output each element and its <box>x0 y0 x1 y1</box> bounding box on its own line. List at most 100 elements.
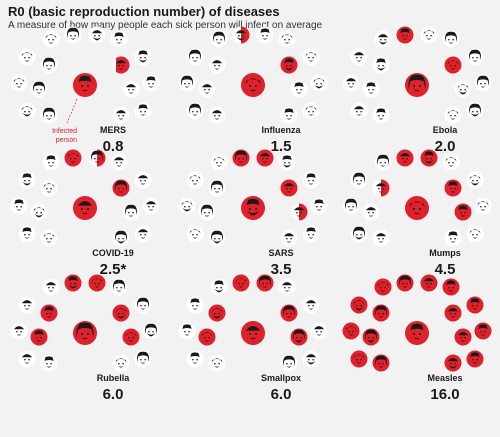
person-icon <box>278 153 296 171</box>
person-icon <box>256 149 274 167</box>
infected-person-icon <box>73 321 97 345</box>
person-icon <box>280 179 298 197</box>
person-icon <box>10 197 28 215</box>
r0-value: 0.8 <box>103 138 124 155</box>
person-icon <box>474 322 492 340</box>
person-icon <box>466 102 484 120</box>
person-icon <box>342 74 360 92</box>
person-icon <box>208 229 226 247</box>
person-icon <box>444 354 462 372</box>
person-icon <box>18 296 36 314</box>
person-icon <box>134 171 152 189</box>
disease-name: Influenza <box>261 125 301 135</box>
person-icon <box>372 304 390 322</box>
person-icon <box>208 304 226 322</box>
person-icon <box>474 74 492 92</box>
person-icon <box>122 80 140 98</box>
person-icon <box>112 229 130 247</box>
infected-person-icon <box>73 196 97 220</box>
person-icon <box>186 102 204 120</box>
person-icon <box>112 106 130 124</box>
person-icon <box>112 354 130 372</box>
person-icon <box>310 197 328 215</box>
disease-name: SARS <box>268 248 293 258</box>
disease-panel-influenza: Influenza 1.5 <box>178 26 328 155</box>
person-icon <box>372 56 390 74</box>
person-icon <box>142 322 160 340</box>
person-icon <box>310 74 328 92</box>
disease-panel-rubella: Rubella 6.0 <box>10 274 160 403</box>
r0-value: 1.5 <box>271 138 292 155</box>
person-icon <box>372 106 390 124</box>
person-icon <box>18 350 36 368</box>
person-icon <box>454 80 472 98</box>
person-icon <box>208 56 226 74</box>
disease-panel-smallpox: Smallpox 6.0 <box>178 274 328 403</box>
person-icon <box>208 179 226 197</box>
person-icon <box>142 197 160 215</box>
r0-value: 6.0 <box>103 386 124 403</box>
person-icon <box>372 354 390 372</box>
person-icon <box>198 328 216 346</box>
person-icon <box>280 354 298 372</box>
person-icon <box>178 74 196 92</box>
person-icon <box>302 296 320 314</box>
person-icon <box>40 354 58 372</box>
person-icon <box>396 26 414 44</box>
person-icon <box>350 102 368 120</box>
infected-person-icon <box>405 196 429 220</box>
r0-value: 4.5 <box>435 261 456 278</box>
person-icon <box>210 153 228 171</box>
person-icon <box>88 149 106 167</box>
person-icon <box>210 278 228 296</box>
person-icon <box>232 149 250 167</box>
person-icon <box>10 74 28 92</box>
person-icon <box>134 296 152 314</box>
person-icon <box>88 274 106 292</box>
person-icon <box>466 171 484 189</box>
r0-value: 6.0 <box>271 386 292 403</box>
person-icon <box>466 225 484 243</box>
person-icon <box>178 197 196 215</box>
person-icon <box>466 350 484 368</box>
person-icon <box>342 322 360 340</box>
person-icon <box>396 274 414 292</box>
person-icon <box>256 274 274 292</box>
r0-value: 3.5 <box>271 261 292 278</box>
person-icon <box>18 171 36 189</box>
page-title: R0 (basic reproduction number) of diseas… <box>8 4 280 19</box>
person-icon <box>290 203 308 221</box>
person-icon <box>186 171 204 189</box>
person-icon <box>112 179 130 197</box>
person-icon <box>466 296 484 314</box>
person-icon <box>134 102 152 120</box>
person-icon <box>10 322 28 340</box>
person-icon <box>362 328 380 346</box>
disease-panel-sars: SARS 3.5 <box>178 149 328 278</box>
person-icon <box>232 26 250 44</box>
person-icon <box>466 48 484 66</box>
disease-name: COVID-19 <box>92 248 134 258</box>
person-icon <box>444 106 462 124</box>
person-icon <box>40 304 58 322</box>
person-icon <box>30 328 48 346</box>
person-icon <box>444 179 462 197</box>
person-icon <box>290 80 308 98</box>
person-icon <box>420 26 438 44</box>
person-icon <box>420 149 438 167</box>
person-icon <box>186 350 204 368</box>
person-icon <box>372 179 390 197</box>
person-icon <box>110 153 128 171</box>
person-icon <box>454 328 472 346</box>
r0-value: 2.0 <box>435 138 456 155</box>
infected-person-icon <box>73 73 97 97</box>
person-icon <box>186 48 204 66</box>
infected-person-icon <box>241 73 265 97</box>
disease-panel-ebola: Ebola 2.0 <box>342 26 492 155</box>
person-icon <box>40 106 58 124</box>
person-icon <box>18 225 36 243</box>
person-icon <box>342 197 360 215</box>
person-icon <box>302 225 320 243</box>
person-icon <box>474 197 492 215</box>
person-icon <box>374 278 392 296</box>
